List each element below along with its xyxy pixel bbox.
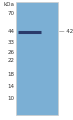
Text: kDa: kDa — [3, 2, 14, 7]
Bar — [16, 2, 58, 115]
Text: 22: 22 — [7, 58, 14, 63]
Text: 26: 26 — [7, 50, 14, 55]
Text: 44: 44 — [7, 29, 14, 34]
Text: 70: 70 — [7, 11, 14, 16]
Text: — 42kDa: — 42kDa — [59, 29, 73, 34]
Text: 10: 10 — [7, 96, 14, 102]
Text: 33: 33 — [7, 40, 14, 45]
Text: 18: 18 — [7, 72, 14, 77]
Text: 14: 14 — [7, 84, 14, 90]
